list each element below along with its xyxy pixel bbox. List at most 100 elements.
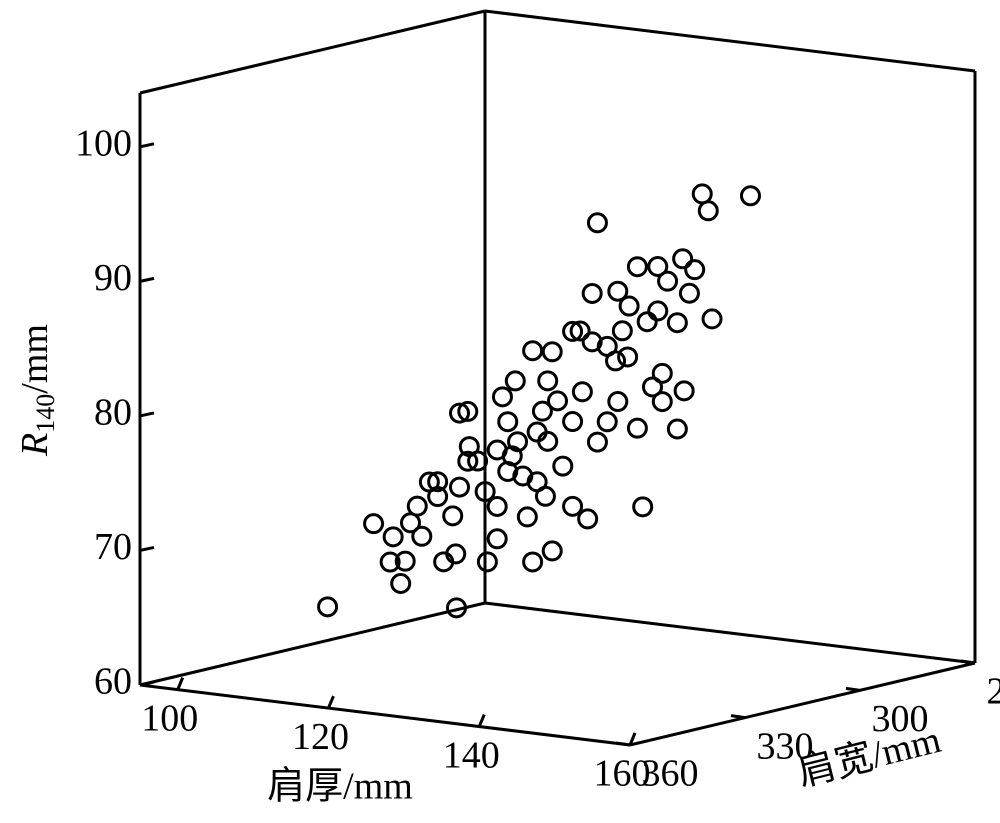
point: [552, 455, 574, 477]
point: [534, 485, 556, 507]
point: [647, 300, 669, 322]
point: [672, 248, 694, 270]
point: [647, 255, 669, 277]
box-edge: [484, 601, 976, 665]
x-tick: [327, 695, 335, 709]
z-tick-label: 100: [75, 123, 132, 165]
point: [571, 381, 593, 403]
point: [618, 295, 640, 317]
point: [379, 551, 401, 573]
box-edge: [139, 601, 486, 687]
z-tick: [139, 142, 155, 149]
box-edge: [484, 9, 976, 73]
point: [607, 280, 629, 302]
point: [641, 376, 663, 398]
x-tick-label: 120: [292, 716, 349, 758]
point: [697, 200, 719, 222]
point: [427, 486, 449, 508]
point: [673, 380, 695, 402]
point: [562, 495, 584, 517]
point: [442, 505, 464, 527]
z-label-subscript: 140: [31, 394, 60, 433]
point: [666, 312, 688, 334]
y-tick: [960, 659, 976, 665]
point: [411, 525, 433, 547]
point: [449, 476, 470, 498]
box-edge: [629, 661, 976, 747]
point: [467, 450, 489, 472]
y-tick-label: 330: [757, 725, 814, 767]
point: [562, 411, 584, 433]
z-tick-label: 70: [94, 526, 132, 568]
point: [406, 495, 428, 517]
point: [581, 282, 603, 304]
z-label-symbol: R: [14, 433, 56, 457]
point: [541, 540, 563, 562]
y-tick-label: 270: [987, 671, 1000, 713]
point: [486, 496, 508, 518]
point: [537, 370, 559, 392]
point: [651, 362, 673, 384]
z-axis-label: R140/mm: [14, 324, 60, 457]
point: [626, 417, 648, 439]
point: [457, 450, 479, 472]
x-tick: [628, 732, 637, 746]
z-tick: [139, 680, 155, 687]
point: [522, 551, 544, 573]
y-tick: [845, 686, 861, 692]
point: [651, 391, 673, 413]
point: [666, 418, 688, 440]
point: [390, 572, 412, 594]
point: [636, 311, 658, 333]
point: [476, 551, 498, 573]
point: [701, 308, 723, 330]
point: [317, 596, 339, 618]
z-tick-label: 80: [94, 392, 132, 434]
point: [512, 465, 534, 487]
point: [445, 597, 467, 619]
x-tick: [477, 713, 486, 728]
point: [586, 431, 608, 453]
x-tick-label: 160: [594, 753, 651, 795]
point: [562, 320, 584, 342]
point: [486, 528, 508, 550]
point: [657, 270, 679, 292]
x-axis-label: 肩厚/mm: [267, 766, 413, 808]
point: [581, 331, 603, 353]
point: [363, 513, 385, 535]
point: [691, 183, 713, 205]
z-tick: [139, 276, 155, 283]
z-tick: [139, 411, 155, 418]
point: [611, 320, 633, 342]
point: [596, 411, 618, 433]
point: [516, 506, 538, 528]
point: [457, 400, 479, 422]
point: [474, 481, 496, 503]
point: [507, 431, 529, 453]
point: [382, 526, 404, 548]
point: [501, 445, 523, 467]
point: [394, 550, 416, 572]
point: [522, 340, 544, 362]
point: [497, 411, 519, 433]
x-tick-label: 140: [443, 734, 500, 776]
z-label-unit: /mm: [14, 324, 56, 394]
z-tick-label: 60: [94, 661, 132, 703]
box-edge: [139, 683, 631, 747]
point: [617, 346, 639, 368]
point: [427, 471, 449, 493]
point: [449, 402, 470, 424]
box-edge: [139, 9, 486, 95]
point: [504, 370, 526, 392]
z-tick: [139, 545, 155, 552]
point: [632, 496, 654, 518]
point: [577, 508, 599, 530]
point: [526, 421, 548, 443]
z-tick-label: 90: [94, 257, 132, 299]
x-tick-label: 100: [141, 697, 198, 739]
x-tick: [176, 677, 185, 691]
point: [547, 390, 568, 412]
point: [605, 350, 627, 372]
y-tick-label: 300: [872, 698, 929, 740]
